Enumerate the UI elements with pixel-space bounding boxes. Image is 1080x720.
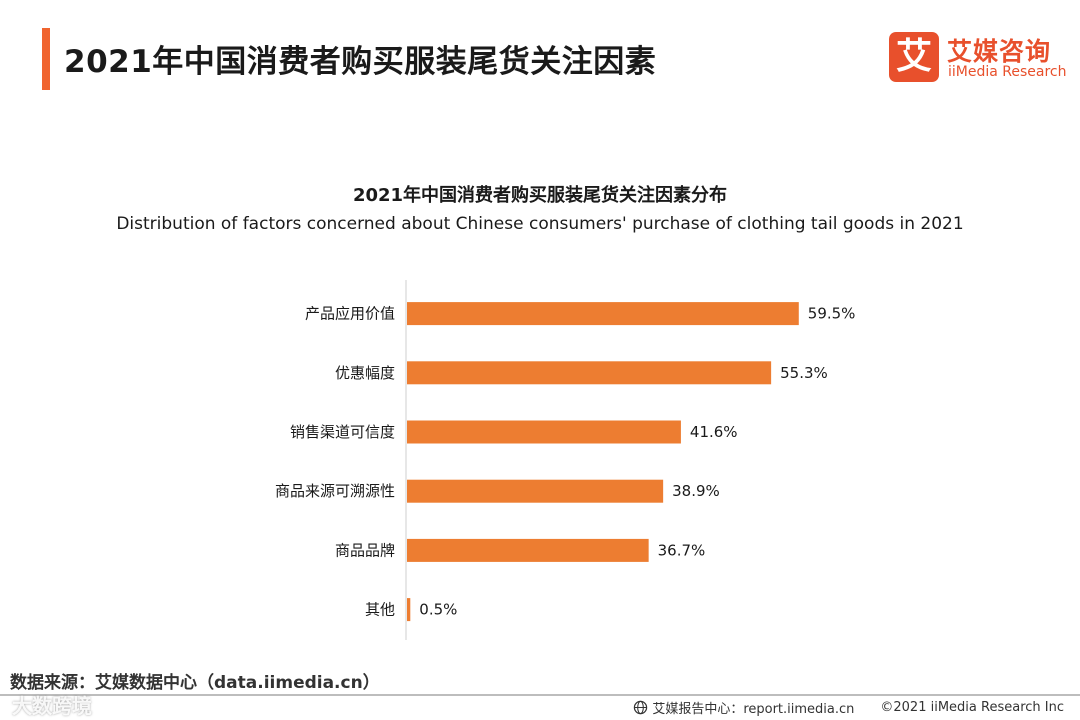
copyright-text: ©2021 iiMedia Research Inc — [880, 700, 1064, 715]
report-center-link[interactable]: 艾媒报告中心：report.iimedia.cn — [652, 702, 855, 717]
logo-chinese-name: 艾媒咨询 — [947, 37, 1052, 66]
bar — [407, 598, 411, 622]
watermark: 大数跨境 — [12, 694, 92, 718]
bar-chart: 产品应用价值 59.5% 优惠幅度 55.3% 销售渠道可信度 41.6% 商品来源可溯源性… — [275, 280, 856, 640]
category-label: 销售渠道可信度 — [290, 423, 395, 441]
bar-group: 其他 0.5% — [365, 598, 457, 622]
category-label: 其他 — [365, 601, 395, 619]
value-label: 0.5% — [419, 601, 457, 619]
logo-mark-icon: 艾 — [889, 32, 939, 82]
category-label: 商品品牌 — [335, 541, 395, 559]
category-label: 产品应用价值 — [305, 305, 395, 323]
title-accent-bar — [42, 28, 50, 90]
bar — [407, 538, 649, 562]
data-source: 数据来源：艾媒数据中心（data.iimedia.cn） — [10, 673, 380, 693]
bar — [407, 479, 664, 503]
iimedia-logo: 艾 艾媒咨询 iiMedia Research — [889, 32, 1069, 84]
value-label: 38.9% — [672, 482, 720, 500]
page-title: 2021年中国消费者购买服装尾货关注因素 — [64, 44, 657, 80]
bar-group: 商品来源可溯源性 38.9% — [275, 479, 720, 503]
logo-english-name: iiMedia Research — [948, 64, 1067, 80]
value-label: 41.6% — [690, 423, 738, 441]
bar-group: 商品品牌 36.7% — [335, 538, 706, 562]
footer: 艾媒报告中心：report.iimedia.cn ©2021 iiMedia R… — [633, 698, 1064, 717]
value-label: 55.3% — [780, 364, 828, 382]
category-label: 商品来源可溯源性 — [275, 482, 395, 500]
chart-subtitle: Distribution of factors concerned about … — [116, 214, 964, 234]
footer-divider — [0, 694, 1080, 696]
chart-title: 2021年中国消费者购买服装尾货关注因素分布 — [352, 185, 728, 206]
bar-group: 产品应用价值 59.5% — [305, 302, 856, 326]
bar-group: 销售渠道可信度 41.6% — [290, 420, 738, 444]
bar-group: 优惠幅度 55.3% — [335, 361, 828, 385]
bar — [407, 361, 772, 385]
globe-icon — [634, 700, 648, 715]
value-label: 59.5% — [808, 305, 856, 323]
category-label: 优惠幅度 — [335, 364, 395, 382]
bar — [407, 420, 681, 444]
bar — [407, 302, 799, 326]
value-label: 36.7% — [658, 541, 706, 559]
